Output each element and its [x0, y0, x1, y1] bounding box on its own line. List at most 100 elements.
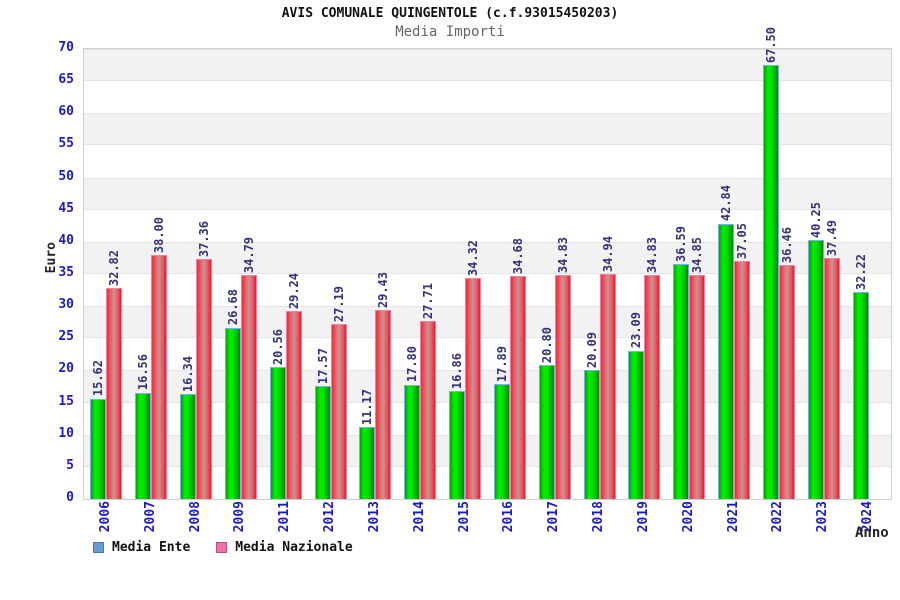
x-tick-label-2012: 2012: [322, 501, 338, 533]
x-tick-label-2022: 2022: [770, 501, 786, 533]
bar-media-nazionale-2018: [599, 274, 616, 499]
bar-group-2013: 11.17 29.43: [353, 49, 398, 499]
y-tick-label: 40: [58, 232, 74, 248]
bar-group-2015: 16.86 34.32: [443, 49, 488, 499]
bar-media-nazionale-2022: [778, 264, 795, 499]
grid-band: [84, 177, 891, 210]
bar-media-nazionale-2011: [285, 311, 302, 499]
bar-group-2008: 16.34 37.36: [174, 49, 219, 499]
plot-area: 15.62 32.82 16.56 38.00 16.34 37.36 26.68 34.79…: [83, 27, 892, 500]
bar-value-label: 34.68: [510, 237, 525, 275]
bar-media-nazionale-2006: [106, 288, 123, 499]
bar-value-label: 36.46: [779, 226, 794, 263]
y-tick-label: 5: [66, 457, 74, 473]
bar-media-ente-2024: [852, 291, 869, 499]
bar-group-2009: 26.68 34.79: [219, 49, 264, 499]
grid-band: [84, 402, 891, 435]
bar-media-ente-2011: [269, 366, 286, 499]
bar-value-label: 34.83: [645, 236, 660, 274]
bar-value-label: 37.49: [824, 219, 839, 256]
bar-value-label: 34.83: [555, 236, 570, 274]
y-tick-label: 45: [58, 200, 74, 216]
bar-media-nazionale-2012: [330, 324, 347, 499]
x-tick-label-2008: 2008: [187, 501, 203, 533]
x-tick-label-2009: 2009: [232, 501, 248, 533]
grid-band: [84, 49, 891, 82]
bar-media-ente-2006: [90, 398, 107, 499]
bar-media-ente-2021: [718, 223, 735, 499]
y-tick-label: 65: [58, 72, 74, 88]
y-tick-label: 70: [58, 40, 74, 55]
grid-band: [84, 113, 891, 146]
bar-media-nazionale-2019: [644, 275, 661, 499]
y-tick-label: 35: [58, 265, 74, 280]
grid-band: [84, 338, 891, 371]
y-tick-label: 25: [58, 329, 74, 345]
bar-group-2020: 36.59 34.85: [667, 49, 712, 499]
bar-media-nazionale-2013: [375, 309, 392, 499]
y-tick-label: 20: [58, 361, 74, 377]
grid-band: [84, 241, 891, 274]
y-tick-label: 10: [58, 425, 74, 441]
bar-media-ente-2023: [807, 240, 824, 499]
bar-value-label: 37.36: [197, 220, 212, 257]
bar-value-label: 38.00: [152, 216, 167, 253]
bar-value-label: 29.43: [376, 271, 391, 308]
legend-label: Media Nazionale: [235, 540, 353, 555]
bar-group-2023: 40.25 37.49: [801, 49, 846, 499]
legend-swatch-icon: [93, 542, 104, 553]
bar-media-ente-2009: [224, 327, 241, 499]
bar-media-nazionale-2015: [465, 278, 482, 499]
bar-media-ente-2012: [314, 386, 331, 499]
y-tick-label: 55: [58, 136, 74, 152]
bar-group-2012: 17.57 27.19: [308, 49, 353, 499]
bar-value-label: 34.85: [690, 236, 705, 273]
bar-value-label: 29.24: [286, 272, 301, 310]
x-tick-label-2023: 2023: [815, 501, 831, 533]
legend: Media Ente Media Nazionale: [93, 540, 353, 555]
y-tick-label: 50: [58, 168, 74, 184]
grid-band: [84, 306, 891, 339]
bar-media-ente-2015: [449, 390, 466, 499]
bar-media-ente-2008: [180, 393, 197, 499]
y-tick-label: 30: [58, 297, 74, 313]
bar-media-nazionale-2007: [151, 254, 168, 499]
bar-value-label: 27.71: [421, 282, 436, 319]
x-tick-label-2020: 2020: [680, 501, 696, 533]
bar-group-2016: 17.89 34.68: [488, 49, 533, 499]
bar-group-2017: 20.80 34.83: [532, 49, 577, 499]
bar-media-ente-2014: [404, 384, 421, 499]
grid-band: [84, 81, 891, 114]
bar-group-2018: 20.09 34.94: [577, 49, 622, 499]
y-tick-label: 15: [58, 393, 74, 409]
grid-band: [84, 466, 891, 499]
x-tick-label-2016: 2016: [501, 501, 517, 533]
legend-label: Media Ente: [112, 540, 191, 555]
bar-group-2007: 16.56 38.00: [129, 49, 174, 499]
bar-media-ente-2017: [538, 365, 555, 499]
x-tick-label-2019: 2019: [635, 501, 651, 533]
x-axis-title: Anno: [855, 525, 889, 541]
grid-band: [84, 370, 891, 403]
grid-band: [84, 274, 891, 307]
x-axis-tick-labels: 2006 2007 2008 2009 2011 2012 2013 2014 2015 2016…: [83, 501, 890, 545]
legend-item-media-ente: Media Ente: [93, 540, 190, 555]
bar-value-label: 32.22: [853, 253, 868, 290]
bar-media-nazionale-2009: [240, 275, 257, 499]
x-tick-label-2018: 2018: [591, 501, 607, 533]
bar-group-2006: 15.62 32.82: [84, 49, 129, 499]
bar-value-label: 34.79: [241, 237, 256, 274]
x-tick-label-2007: 2007: [142, 501, 158, 533]
bar-media-ente-2022: [762, 65, 779, 499]
bar-value-label: 34.94: [600, 236, 615, 273]
bar-value-label: 34.32: [466, 240, 481, 277]
chart-title: AVIS COMUNALE QUINGENTOLE (c.f.930154502…: [281, 6, 619, 21]
x-tick-label-2006: 2006: [97, 501, 113, 533]
bar-group-2022: 67.50 36.46: [757, 27, 802, 499]
bar-value-label: 32.82: [107, 249, 122, 287]
bar-media-ente-2016: [493, 384, 510, 499]
chart-subtitle: Media Importi: [395, 24, 505, 40]
x-tick-label-2011: 2011: [277, 501, 293, 533]
legend-item-media-nazionale: Media Nazionale: [216, 540, 353, 555]
bar-media-nazionale-2014: [420, 320, 437, 499]
